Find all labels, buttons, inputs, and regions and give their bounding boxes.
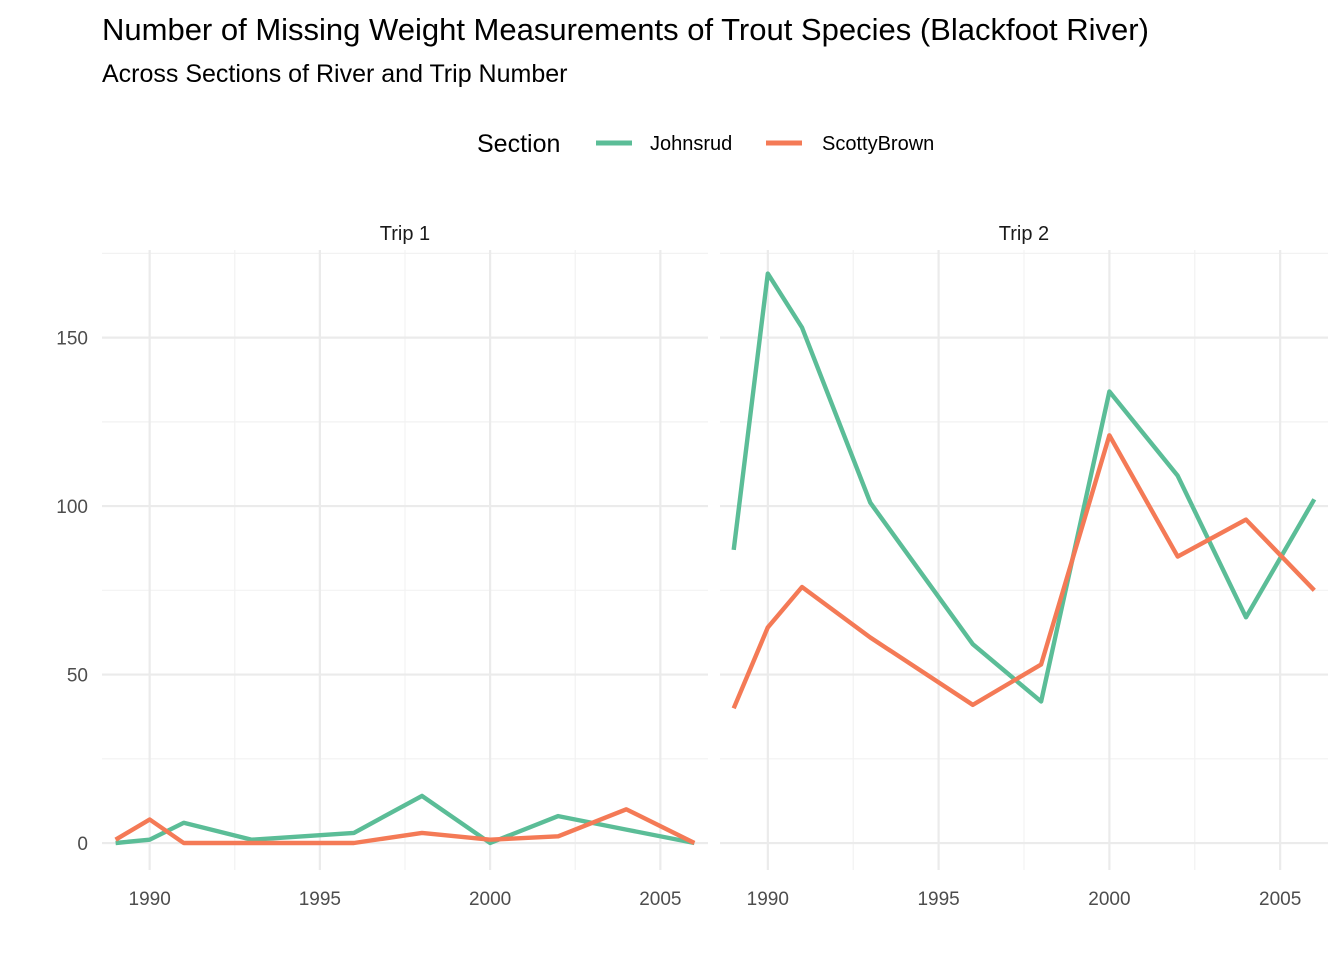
y-tick-label: 0: [77, 834, 88, 855]
panel-strip-label: Trip 1: [380, 223, 430, 245]
legend-title: Section: [477, 130, 560, 158]
panels: Trip 1 1990 1995 2000 2005 0 50 100 150 Trip 2 199…: [56, 223, 1328, 910]
panel-trip-1: Trip 1 1990 1995 2000 2005 0 50 100 150: [56, 223, 708, 910]
x-tick-label: 2005: [1259, 889, 1301, 910]
x-tick-label: 1995: [299, 889, 341, 910]
legend-label-scottybrown: ScottyBrown: [822, 133, 934, 155]
y-tick-label: 150: [56, 329, 88, 350]
y-tick-label: 100: [56, 497, 88, 518]
x-tick-label: 2000: [469, 889, 511, 910]
x-tick-label: 1990: [747, 889, 789, 910]
legend-label-johnsrud: Johnsrud: [650, 133, 732, 155]
series-line-scottybrown: [731, 433, 1316, 710]
x-tick-label: 1990: [129, 889, 171, 910]
x-tick-label: 2000: [1088, 889, 1130, 910]
x-tick-label: 2005: [639, 889, 681, 910]
panel-strip-label: Trip 2: [999, 223, 1049, 245]
legend: Section Johnsrud ScottyBrown: [477, 130, 934, 158]
y-tick-label: 50: [67, 666, 88, 687]
chart-title: Number of Missing Weight Measurements of…: [102, 12, 1149, 47]
panel-trip-2: Trip 2 1990 1995 2000 2005: [720, 223, 1328, 910]
x-tick-label: 1995: [917, 889, 959, 910]
series-line-scottybrown: [114, 807, 696, 846]
series-line-johnsrud: [731, 271, 1317, 704]
chart-subtitle: Across Sections of River and Trip Number: [102, 60, 567, 88]
